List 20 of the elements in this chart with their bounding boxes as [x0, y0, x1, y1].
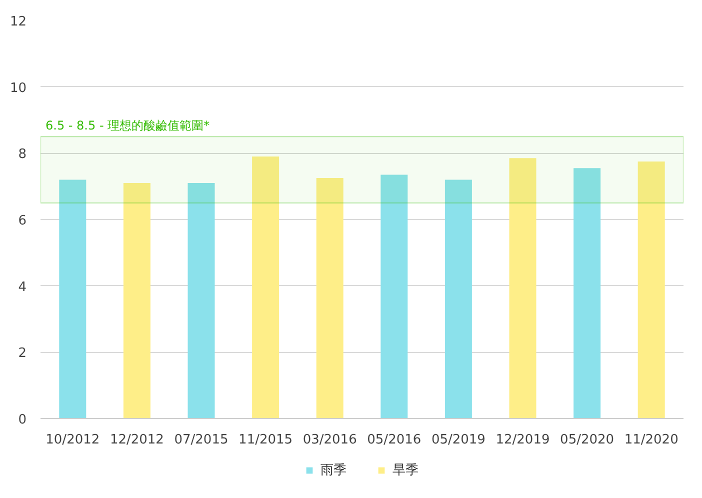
x-tick-label: 11/2020 [624, 432, 678, 448]
y-tick-label: 4 [18, 280, 27, 295]
x-tick-label: 05/2016 [367, 432, 422, 448]
y-tick-label: 6 [18, 214, 27, 228]
y-tick-label: 0 [18, 412, 27, 428]
legend-label: 雨季 [320, 462, 346, 479]
y-tick-label: 10 [10, 80, 27, 96]
x-tick-label: 05/2019 [431, 432, 486, 448]
y-tick-label: 8 [18, 147, 27, 162]
x-tick-label: 12/2019 [496, 432, 550, 448]
x-tick-label: 10/2012 [46, 432, 100, 448]
x-tick-label: 11/2015 [238, 432, 293, 448]
band-label: 6.5 - 8.5 - 理想的酸鹼值範圍* [46, 118, 210, 133]
x-tick-label: 12/2012 [110, 432, 164, 448]
x-tick-label: 03/2016 [302, 432, 357, 448]
x-tick-label: 07/2015 [174, 432, 228, 448]
x-tick-label: 05/2020 [560, 432, 614, 448]
y-tick-label: 2 [18, 346, 27, 362]
legend-label: 旱季 [392, 462, 418, 479]
y-tick-label: 12 [10, 14, 27, 30]
